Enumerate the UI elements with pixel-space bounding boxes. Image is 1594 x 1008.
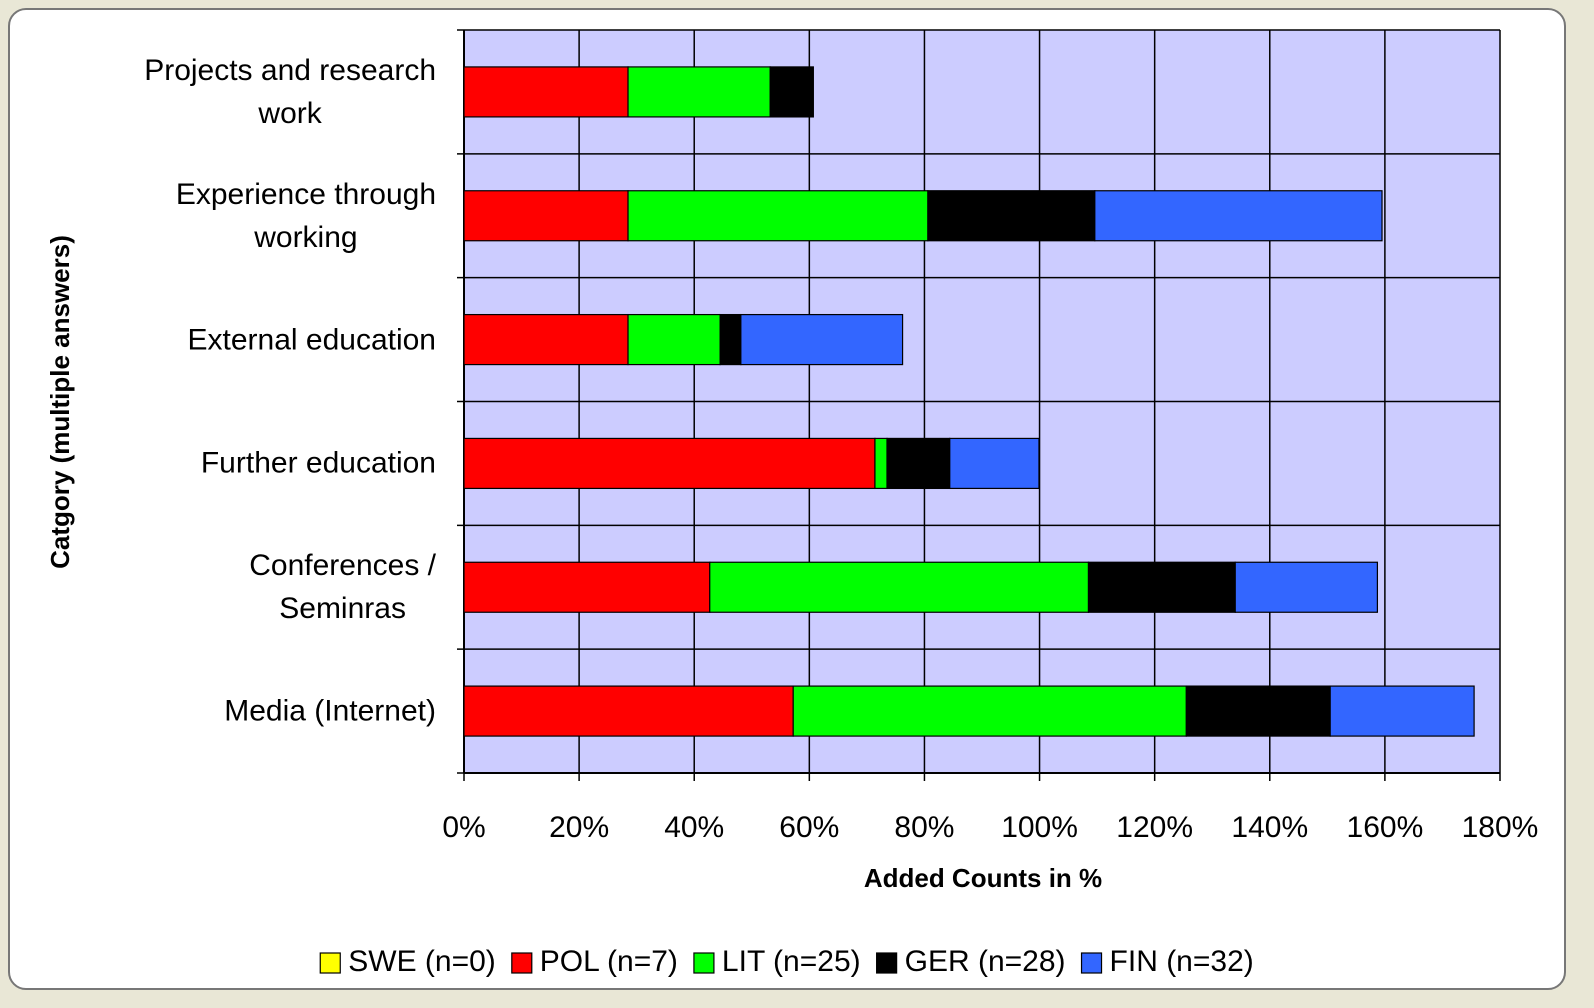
bar: [1234, 561, 1379, 613]
legend-swatch: [693, 952, 715, 974]
bar: [769, 66, 814, 118]
y-axis-title: Catgory (multiple answers): [45, 235, 75, 569]
bar: [709, 561, 1090, 613]
x-axis-title: Added Counts in %: [864, 863, 1102, 893]
bar: [463, 66, 629, 118]
x-tick-label: 100%: [1001, 811, 1078, 844]
x-tick-label: 40%: [664, 811, 724, 844]
bar: [740, 313, 904, 366]
y-tick-label: Projects and research work: [144, 53, 436, 130]
bar: [463, 313, 629, 366]
bar: [463, 561, 711, 613]
bar: [463, 437, 876, 490]
legend-swatch: [319, 952, 341, 974]
legend-swatch: [1080, 952, 1103, 974]
x-tick-label: 120%: [1116, 811, 1193, 844]
x-tick-label: 180%: [1462, 811, 1539, 844]
legend-swatch: [876, 952, 898, 974]
legend-label: FIN (n=32): [1110, 945, 1254, 978]
legend-label: LIT (n=25): [722, 945, 861, 978]
legend: SWE (n=0) POL (n=7) LIT (n=25) GER (n=28) FI…: [319, 945, 1254, 978]
bar: [927, 190, 1096, 242]
x-tick-label: 0%: [442, 811, 485, 844]
bar: [627, 313, 721, 366]
y-tick-label: Further education: [200, 446, 436, 480]
y-tick-label: Conferences / Seminras: [249, 549, 436, 626]
x-tick-label: 80%: [894, 811, 954, 844]
bar: [792, 685, 1187, 737]
legend-label: POL (n=7): [540, 945, 678, 978]
x-tick-label: 140%: [1231, 811, 1308, 844]
x-tick-label: 160%: [1347, 811, 1424, 844]
bar: [1185, 685, 1331, 737]
x-tick-label: 60%: [779, 811, 839, 844]
legend-swatch: [511, 952, 533, 974]
x-tick-label: 20%: [549, 811, 609, 844]
y-tick-label: Media (Internet): [224, 694, 436, 728]
bar: [627, 66, 771, 118]
legend-label: SWE (n=0): [348, 945, 496, 978]
legend-label: GER (n=28): [905, 945, 1066, 978]
bar: [463, 190, 629, 242]
bar: [949, 437, 1040, 490]
bar: [463, 685, 794, 737]
y-tick-label: Experience through working: [175, 177, 436, 254]
bar: [874, 437, 888, 490]
bar: [1087, 561, 1236, 613]
bar: [886, 437, 951, 490]
bar: [627, 190, 929, 242]
y-tick-label: External education: [187, 323, 437, 357]
bar: [719, 313, 742, 366]
bar: [1329, 685, 1475, 737]
bar: [1094, 190, 1383, 242]
